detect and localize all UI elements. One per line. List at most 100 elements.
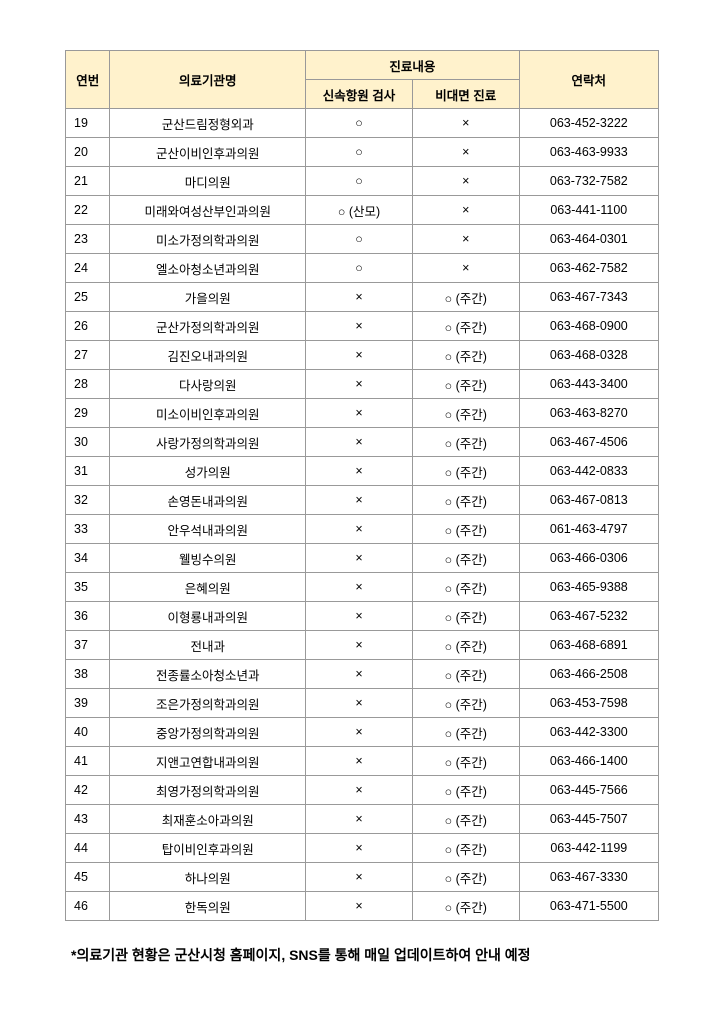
cell-name: 탑이비인후과의원 [110,834,306,863]
cell-test: × [306,515,413,544]
cell-phone: 063-466-2508 [519,660,658,689]
cell-name: 김진오내과의원 [110,341,306,370]
cell-phone: 063-466-1400 [519,747,658,776]
cell-tele: ○ (주간) [412,602,519,631]
table-row: 44탑이비인후과의원×○ (주간)063-442-1199 [66,834,659,863]
cell-name: 은혜의원 [110,573,306,602]
col-header-test: 신속항원 검사 [306,80,413,109]
cell-phone: 063-445-7507 [519,805,658,834]
cell-test: × [306,631,413,660]
table-row: 40중앙가정의학과의원×○ (주간)063-442-3300 [66,718,659,747]
cell-test: × [306,341,413,370]
table-row: 25가을의원×○ (주간)063-467-7343 [66,283,659,312]
col-header-tele: 비대면 진료 [412,80,519,109]
cell-tele: × [412,167,519,196]
cell-test: ○ [306,254,413,283]
cell-test: × [306,660,413,689]
cell-name: 성가의원 [110,457,306,486]
cell-name: 엘소아청소년과의원 [110,254,306,283]
col-header-num: 연번 [66,51,110,109]
cell-test: ○ (산모) [306,196,413,225]
cell-name: 미래와여성산부인과의원 [110,196,306,225]
table-row: 43최재훈소아과의원×○ (주간)063-445-7507 [66,805,659,834]
table-row: 22미래와여성산부인과의원○ (산모)×063-441-1100 [66,196,659,225]
cell-tele: ○ (주간) [412,718,519,747]
cell-phone: 063-462-7582 [519,254,658,283]
cell-phone: 063-464-0301 [519,225,658,254]
cell-tele: ○ (주간) [412,428,519,457]
cell-tele: × [412,225,519,254]
cell-name: 전내과 [110,631,306,660]
cell-phone: 063-466-0306 [519,544,658,573]
cell-phone: 063-445-7566 [519,776,658,805]
cell-test: ○ [306,138,413,167]
col-header-phone: 연락처 [519,51,658,109]
cell-phone: 063-441-1100 [519,196,658,225]
cell-name: 이형룡내과의원 [110,602,306,631]
cell-phone: 063-442-0833 [519,457,658,486]
table-row: 36이형룡내과의원×○ (주간)063-467-5232 [66,602,659,631]
table-row: 38전종률소아청소년과×○ (주간)063-466-2508 [66,660,659,689]
cell-tele: ○ (주간) [412,660,519,689]
cell-name: 가을의원 [110,283,306,312]
cell-name: 군산가정의학과의원 [110,312,306,341]
cell-num: 26 [66,312,110,341]
cell-num: 19 [66,109,110,138]
table-row: 32손영돈내과의원×○ (주간)063-467-0813 [66,486,659,515]
cell-num: 40 [66,718,110,747]
cell-tele: × [412,254,519,283]
cell-name: 다사랑의원 [110,370,306,399]
cell-num: 38 [66,660,110,689]
cell-tele: ○ (주간) [412,399,519,428]
col-header-service-group: 진료내용 [306,51,519,80]
cell-name: 하나의원 [110,863,306,892]
cell-phone: 063-732-7582 [519,167,658,196]
cell-name: 최재훈소아과의원 [110,805,306,834]
cell-phone: 063-443-3400 [519,370,658,399]
cell-num: 46 [66,892,110,921]
cell-test: × [306,428,413,457]
cell-tele: × [412,138,519,167]
cell-num: 30 [66,428,110,457]
cell-num: 37 [66,631,110,660]
cell-test: × [306,312,413,341]
cell-phone: 063-463-9933 [519,138,658,167]
cell-tele: ○ (주간) [412,805,519,834]
cell-test: × [306,718,413,747]
cell-phone: 063-453-7598 [519,689,658,718]
cell-num: 34 [66,544,110,573]
cell-name: 지앤고연합내과의원 [110,747,306,776]
table-row: 33안우석내과의원×○ (주간)061-463-4797 [66,515,659,544]
cell-name: 안우석내과의원 [110,515,306,544]
cell-num: 22 [66,196,110,225]
cell-name: 최영가정의학과의원 [110,776,306,805]
cell-test: ○ [306,167,413,196]
cell-name: 웰빙수의원 [110,544,306,573]
cell-test: × [306,892,413,921]
cell-test: × [306,834,413,863]
cell-phone: 063-467-0813 [519,486,658,515]
table-row: 35은혜의원×○ (주간)063-465-9388 [66,573,659,602]
cell-num: 32 [66,486,110,515]
cell-phone: 063-442-3300 [519,718,658,747]
cell-phone: 063-467-4506 [519,428,658,457]
table-row: 21마디의원○×063-732-7582 [66,167,659,196]
cell-num: 21 [66,167,110,196]
cell-tele: ○ (주간) [412,863,519,892]
cell-phone: 063-465-9388 [519,573,658,602]
cell-num: 23 [66,225,110,254]
cell-phone: 063-467-7343 [519,283,658,312]
table-body: 19군산드림정형외과○×063-452-322220군산이비인후과의원○×063… [66,109,659,921]
cell-test: × [306,283,413,312]
cell-test: × [306,863,413,892]
cell-phone: 063-463-8270 [519,399,658,428]
table-row: 45하나의원×○ (주간)063-467-3330 [66,863,659,892]
table-row: 41지앤고연합내과의원×○ (주간)063-466-1400 [66,747,659,776]
table-row: 34웰빙수의원×○ (주간)063-466-0306 [66,544,659,573]
cell-test: × [306,689,413,718]
cell-test: × [306,602,413,631]
cell-name: 미소가정의학과의원 [110,225,306,254]
cell-name: 전종률소아청소년과 [110,660,306,689]
cell-name: 한독의원 [110,892,306,921]
cell-num: 25 [66,283,110,312]
